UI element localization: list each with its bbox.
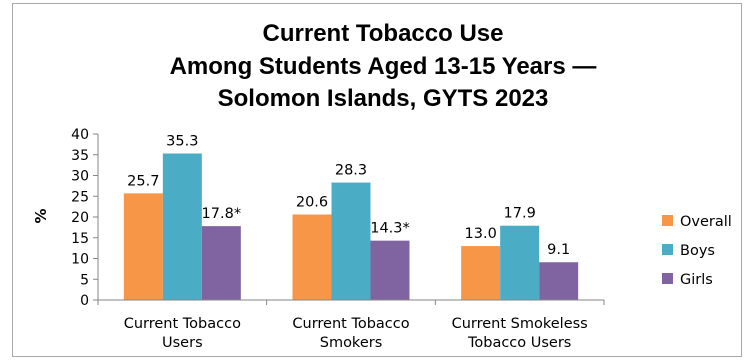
data-label-boys-2: 17.9 [504, 206, 536, 222]
x-category-label: Current Smokeless [452, 316, 588, 332]
bar-girls-1 [370, 240, 410, 300]
data-label-overall-2: 13.0 [465, 226, 497, 242]
y-tick-label: 10 [71, 252, 89, 268]
x-category-label: Current Tobacco [292, 316, 409, 332]
y-tick-label: 0 [80, 293, 89, 309]
legend-label-boys: Boys [680, 243, 715, 259]
data-label-overall-0: 25.7 [127, 173, 159, 189]
y-axis-label: % [32, 208, 50, 223]
x-category-label: Smokers [320, 335, 383, 351]
data-labels: 25.7 35.3 17.8* 20.6 28.3 14.3* 13.0 17.9 9.1 [127, 134, 570, 259]
y-tick-label: 40 [71, 127, 89, 143]
chart-title: Current Tobacco Use Among Students Aged … [170, 20, 597, 112]
data-label-girls-0: 17.8* [202, 206, 242, 222]
y-tick-label: 5 [80, 272, 89, 288]
y-axis: 0 5 10 15 20 25 30 35 40 [71, 127, 98, 309]
chart-title-line-1: Current Tobacco Use [263, 20, 504, 47]
axes [97, 134, 605, 305]
bar-overall-0 [123, 193, 163, 300]
x-category-label: Tobacco Users [467, 335, 571, 351]
y-tick-label: 30 [71, 169, 89, 185]
legend-swatch-overall [662, 215, 673, 226]
y-tick-label: 25 [71, 189, 89, 205]
bar-boys-0 [162, 153, 202, 300]
chart-title-line-2: Among Students Aged 13-15 Years — [170, 53, 597, 80]
bar-girls-2 [539, 262, 579, 300]
bar-series [123, 153, 579, 300]
bar-girls-0 [201, 226, 241, 300]
legend-label-overall: Overall [680, 214, 732, 230]
bar-overall-2 [461, 246, 501, 300]
bar-overall-1 [292, 214, 332, 300]
x-category-label: Current Tobacco [124, 316, 241, 332]
bar-boys-1 [331, 182, 371, 300]
x-axis-categories: Current Tobacco Users Current Tobacco Smoke… [124, 316, 588, 351]
chart-title-line-3: Solomon Islands, GYTS 2023 [218, 85, 549, 112]
y-tick-label: 35 [71, 148, 89, 164]
legend-label-girls: Girls [680, 272, 713, 288]
data-label-boys-0: 35.3 [166, 134, 198, 150]
data-label-girls-2: 9.1 [547, 242, 570, 258]
x-category-label: Users [162, 335, 203, 351]
legend: Overall Boys Girls [662, 214, 732, 288]
data-label-boys-1: 28.3 [335, 163, 367, 179]
legend-swatch-girls [662, 273, 673, 284]
data-label-girls-1: 14.3* [370, 221, 410, 237]
y-tick-label: 20 [71, 210, 89, 226]
data-label-overall-1: 20.6 [296, 195, 328, 211]
bar-boys-2 [500, 225, 540, 300]
legend-swatch-boys [662, 244, 673, 255]
y-tick-label: 15 [71, 231, 89, 247]
